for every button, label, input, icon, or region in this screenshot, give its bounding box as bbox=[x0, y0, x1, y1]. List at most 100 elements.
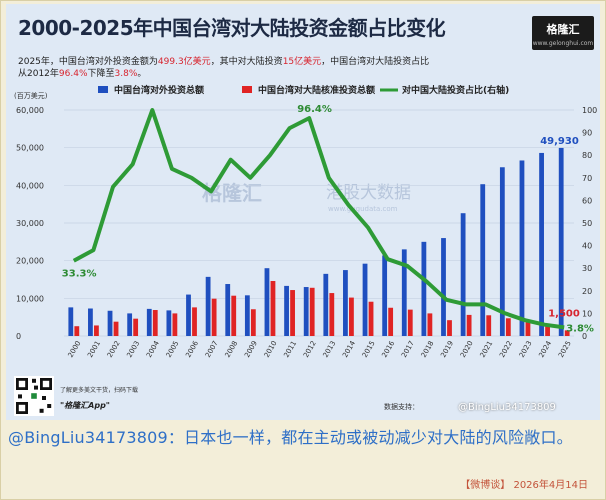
subtitle-line-2: 从2012年96.4%下降至3.8%。 bbox=[18, 66, 146, 79]
bar-overseas bbox=[519, 160, 525, 336]
bar-mainland bbox=[388, 307, 394, 336]
y-tick-label: 40,000 bbox=[16, 181, 44, 190]
y-tick-label: 30,000 bbox=[16, 219, 44, 228]
bar-overseas bbox=[225, 284, 231, 336]
watermark-site: 港股大数据 bbox=[326, 183, 411, 203]
y2-tick-label: 70 bbox=[582, 174, 592, 183]
y2-tick-label: 100 bbox=[582, 106, 597, 115]
footer-date: 2026年4月14日 bbox=[513, 480, 588, 491]
bar-mainland bbox=[211, 298, 217, 336]
subtitle-value: 15亿美元 bbox=[282, 57, 322, 67]
logo-url: www.gelonghui.com bbox=[532, 40, 594, 47]
bar-overseas bbox=[244, 295, 250, 336]
x-tick-label: 2023 bbox=[518, 340, 534, 359]
subtitle-text: 从2012年 bbox=[18, 69, 59, 79]
bar-overseas bbox=[68, 307, 74, 336]
bar-mainland bbox=[250, 309, 256, 336]
y-unit-label: (百万美元) bbox=[14, 91, 48, 100]
annotation-2000-share: 33.3% bbox=[62, 269, 97, 280]
x-tick-label: 2025 bbox=[557, 340, 573, 359]
x-tick-label: 2006 bbox=[184, 339, 200, 359]
bar-mainland bbox=[113, 321, 119, 336]
bar-overseas bbox=[558, 147, 564, 336]
bar-mainland bbox=[290, 290, 295, 336]
subtitle-value: 3.8% bbox=[114, 69, 138, 79]
bar-mainland bbox=[486, 315, 492, 336]
subtitle-text: ，其中对大陆投资 bbox=[210, 57, 283, 67]
y2-tick-label: 40 bbox=[582, 242, 592, 251]
bar-mainland bbox=[329, 293, 335, 336]
bar-mainland bbox=[74, 326, 80, 336]
x-tick-label: 2001 bbox=[86, 340, 102, 359]
bar-overseas bbox=[421, 241, 427, 336]
bar-overseas bbox=[186, 294, 191, 336]
source-note: 数据支持： bbox=[384, 403, 419, 411]
x-tick-label: 2022 bbox=[498, 340, 514, 359]
x-tick-label: 2012 bbox=[302, 340, 318, 359]
x-tick-label: 2021 bbox=[479, 340, 495, 359]
footer-source: 【微博谈】 bbox=[460, 480, 511, 491]
bar-overseas bbox=[499, 167, 505, 336]
x-tick-label: 2020 bbox=[459, 340, 475, 359]
bar-mainland bbox=[133, 318, 139, 336]
bar-mainland bbox=[152, 310, 158, 336]
x-tick-label: 2014 bbox=[341, 339, 357, 359]
x-tick-label: 2000 bbox=[67, 340, 83, 359]
legend-swatch bbox=[242, 86, 252, 93]
chart-title: 2000-2025年中国台湾对大陆投资金额占比变化 bbox=[18, 16, 446, 40]
bar-overseas bbox=[441, 238, 446, 336]
qr-caption: 了解更多美文干货，扫码下载 bbox=[60, 387, 139, 394]
x-tick-label: 2002 bbox=[106, 340, 122, 359]
x-tick-label: 2015 bbox=[361, 340, 377, 359]
legend-label: 中国台湾对外投资总额 bbox=[114, 84, 204, 96]
weibo-comment: @BingLiu34173809：日本也一样，都在主动或被动减少对大陆的风险敞口… bbox=[8, 428, 573, 447]
bar-overseas bbox=[480, 184, 486, 336]
legend-swatch bbox=[98, 86, 108, 93]
legend-label: 对中国大陆投资占比(右轴) bbox=[402, 84, 509, 96]
bar-mainland bbox=[407, 309, 413, 336]
bar-mainland bbox=[564, 330, 570, 336]
bar-mainland bbox=[466, 314, 472, 336]
app-name: "格隆汇App" bbox=[60, 401, 110, 410]
chart-panel: 2000-2025年中国台湾对大陆投资金额占比变化 格隆汇 www.gelong… bbox=[6, 4, 600, 420]
y-tick-label: 10,000 bbox=[16, 294, 44, 303]
bar-overseas bbox=[146, 308, 152, 336]
y2-tick-label: 10 bbox=[582, 309, 592, 318]
bar-mainland bbox=[368, 301, 374, 336]
bar-mainland bbox=[172, 313, 178, 336]
bar-overseas bbox=[166, 310, 172, 336]
subtitle-text: ，中国台湾对大陆投资占比 bbox=[321, 57, 430, 67]
bar-mainland bbox=[231, 295, 237, 336]
x-tick-label: 2018 bbox=[420, 340, 436, 359]
bar-overseas bbox=[303, 287, 309, 336]
x-tick-label: 2008 bbox=[224, 340, 240, 359]
bar-overseas bbox=[264, 268, 270, 336]
bar-mainland bbox=[309, 287, 315, 336]
y2-tick-label: 50 bbox=[582, 219, 592, 228]
bar-mainland bbox=[505, 318, 511, 336]
subtitle-value: 96.4% bbox=[58, 69, 88, 79]
annotation-2025-total: 49,930 bbox=[540, 136, 579, 147]
legend-label: 中国台湾对大陆核准投资总额 bbox=[258, 84, 375, 96]
y-tick-label: 20,000 bbox=[16, 257, 44, 266]
bar-mainland bbox=[270, 281, 276, 336]
footer-meta: 【微博谈】 2026年4月14日 bbox=[460, 476, 588, 491]
bar-overseas bbox=[539, 152, 544, 336]
y-tick-label: 50,000 bbox=[16, 144, 44, 153]
logo-text: 格隆汇 bbox=[546, 23, 580, 36]
x-tick-label: 2017 bbox=[400, 340, 416, 359]
x-tick-label: 2009 bbox=[243, 340, 259, 359]
y2-tick-label: 90 bbox=[582, 129, 592, 138]
bar-overseas bbox=[460, 213, 466, 336]
bar-overseas bbox=[401, 249, 407, 336]
watermark-url: www.gugudata.com bbox=[328, 205, 398, 213]
share-line bbox=[72, 108, 565, 330]
bar-overseas bbox=[205, 276, 211, 336]
annotation-2025-share: 3.8% bbox=[566, 323, 594, 334]
annotation-2012-share: 96.4% bbox=[297, 104, 332, 115]
subtitle-text: 下降至 bbox=[87, 69, 115, 79]
brand-logo: 格隆汇 www.gelonghui.com bbox=[532, 16, 594, 50]
subtitle-value: 499.3亿美元 bbox=[157, 57, 211, 67]
x-tick-label: 2010 bbox=[263, 340, 279, 359]
bar-overseas bbox=[107, 310, 113, 336]
